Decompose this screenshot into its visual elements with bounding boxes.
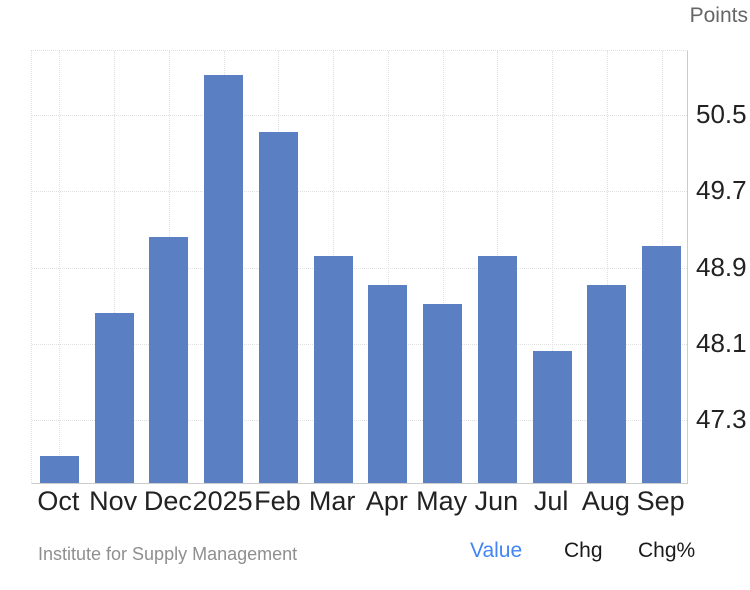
- x-tick-label: Feb: [254, 486, 301, 516]
- plot-area: [31, 50, 688, 484]
- y-tick-label: 50.5: [696, 98, 747, 129]
- gridline-horizontal: [32, 420, 687, 422]
- y-tick-label: 49.7: [696, 175, 747, 206]
- bar-sep[interactable]: [642, 246, 682, 483]
- bar-dec[interactable]: [149, 236, 189, 483]
- gridline-vertical: [606, 51, 608, 483]
- x-tick-label: Sep: [636, 486, 685, 516]
- footer-tab-value[interactable]: Value: [470, 539, 523, 562]
- x-tick-label: Apr: [365, 486, 408, 516]
- x-tick-label: 2025: [192, 486, 253, 516]
- x-tick-label: Mar: [308, 486, 356, 516]
- gridline-vertical: [114, 51, 116, 483]
- gridline-vertical: [442, 51, 444, 483]
- x-tick-label: Nov: [89, 486, 138, 516]
- x-tick-label: Jun: [474, 486, 519, 516]
- gridline-horizontal: [32, 114, 687, 116]
- bar-jun[interactable]: [477, 256, 517, 483]
- gridline-horizontal: [32, 191, 687, 193]
- footer-tab-chg[interactable]: Chg: [564, 539, 603, 562]
- x-tick-label: Oct: [37, 486, 80, 516]
- gridline-horizontal: [32, 267, 687, 269]
- bar-apr[interactable]: [368, 284, 408, 483]
- bar-mar[interactable]: [313, 256, 353, 483]
- y-tick-label: 48.9: [696, 251, 747, 282]
- bar-2025[interactable]: [204, 74, 244, 483]
- footer-tab-chgpct[interactable]: Chg%: [638, 539, 696, 562]
- x-tick-label: Dec: [143, 486, 192, 516]
- x-tick-label: May: [416, 486, 468, 516]
- gridline-vertical: [59, 51, 61, 483]
- x-tick-label: Jul: [533, 486, 569, 516]
- gridline-horizontal: [32, 343, 687, 345]
- x-tick-label: Aug: [581, 486, 630, 516]
- bar-feb[interactable]: [258, 132, 298, 483]
- gridline-vertical: [552, 51, 554, 483]
- bar-aug[interactable]: [587, 284, 627, 483]
- y-tick-label: 48.1: [696, 327, 747, 358]
- gridline-vertical: [387, 51, 389, 483]
- bar-oct[interactable]: [39, 456, 79, 483]
- y-tick-label: 47.3: [696, 404, 747, 435]
- bar-may[interactable]: [423, 303, 463, 483]
- bar-nov[interactable]: [94, 313, 134, 483]
- y-axis-unit-label: Points: [689, 4, 748, 27]
- source-attribution-link[interactable]: Institute for Supply Management: [38, 544, 298, 564]
- bar-jul[interactable]: [532, 351, 572, 483]
